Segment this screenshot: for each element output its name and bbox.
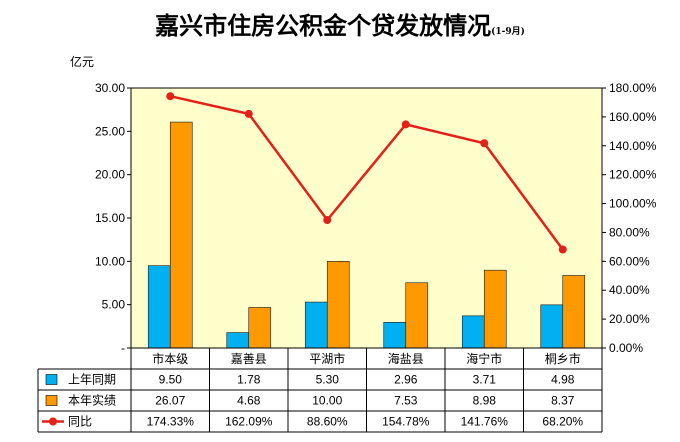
y-left-tick-label: 15.00 [95, 211, 125, 225]
bar-prev-year [461, 315, 485, 349]
bar-this-year [562, 275, 586, 349]
chart-subtitle: (1-9月) [491, 27, 525, 37]
x-category-label: 海宁市 [466, 351, 502, 366]
bar-this-year [405, 282, 429, 349]
data-table-value: 174.33% [147, 415, 195, 429]
y-right-tick-label: 40.00% [609, 283, 650, 297]
data-table-value: 141.76% [461, 415, 509, 429]
data-table-value: 7.53 [394, 394, 418, 408]
red-line-marker-icon [42, 417, 64, 426]
bar-prev-year [226, 332, 250, 349]
bar-this-year [248, 307, 272, 349]
plot-area [131, 88, 602, 348]
y-right-tick-label: 120.00% [609, 168, 657, 182]
y-right-tick-label: 180.00% [609, 81, 657, 95]
data-table-value: 3.71 [473, 373, 497, 387]
bar-this-year [483, 269, 507, 349]
yoy-marker [480, 139, 489, 148]
yoy-marker [244, 109, 253, 118]
yoy-marker [323, 216, 332, 225]
y-left-tick-label: - [121, 341, 125, 355]
y-left-tick-label: 30.00 [95, 81, 125, 95]
x-category-label: 桐乡市 [545, 351, 581, 366]
bar-prev-year [147, 265, 171, 349]
data-table-value: 26.07 [155, 394, 185, 408]
y-axis-unit: 亿元 [70, 55, 95, 69]
data-table-value: 4.68 [237, 394, 261, 408]
x-category-label: 市本级 [152, 351, 188, 366]
x-category-label: 海盐县 [388, 351, 424, 366]
chart-title-main: 嘉兴市住房公积金个贷发放情况 [155, 11, 492, 40]
data-table-value: 5.30 [316, 373, 340, 387]
bar-prev-year [383, 322, 407, 349]
yoy-line [169, 94, 564, 251]
legend-series-name: 同比 [68, 415, 92, 429]
data-table-value: 68.20% [542, 415, 583, 429]
y-right-tick-label: 160.00% [609, 110, 657, 124]
x-category-label: 平湖市 [309, 351, 345, 366]
y-left-tick-label: 5.00 [102, 298, 126, 312]
legend-series-name: 上年同期 [68, 373, 116, 387]
bar-prev-year [540, 304, 564, 349]
x-category-label: 嘉善县 [231, 351, 267, 366]
yoy-marker [166, 92, 175, 101]
data-table-value: 9.50 [159, 373, 183, 387]
y-right-tick-label: 140.00% [609, 139, 657, 153]
orange-square-icon [45, 395, 58, 406]
yoy-marker [401, 120, 410, 129]
y-right-tick-label: 80.00% [609, 225, 650, 239]
y-left-tick-label: 25.00 [95, 124, 125, 138]
bar-prev-year [304, 301, 328, 349]
y-right-tick-label: 20.00% [609, 312, 650, 326]
data-table-value: 154.78% [382, 415, 430, 429]
data-table-value: 8.37 [551, 394, 575, 408]
legend-series-name: 本年实绩 [68, 393, 116, 408]
y-left-tick-label: 10.00 [95, 254, 125, 268]
y-right-tick-label: 100.00% [609, 197, 657, 211]
data-table-value: 2.96 [394, 373, 418, 387]
data-table-value: 162.09% [225, 415, 273, 429]
chart-title: 嘉兴市住房公积金个贷发放情况(1-9月) [0, 6, 680, 41]
bar-this-year [326, 261, 350, 349]
data-table-value: 10.00 [312, 394, 342, 408]
data-table-value: 1.78 [237, 373, 261, 387]
data-table-value: 88.60% [307, 415, 348, 429]
y-right-tick-label: 0.00% [609, 341, 643, 355]
cyan-square-icon [45, 374, 58, 385]
bar-this-year [169, 121, 193, 349]
y-right-tick-label: 60.00% [609, 254, 650, 268]
data-table-value: 4.98 [551, 373, 575, 387]
y-left-tick-label: 20.00 [95, 168, 125, 182]
yoy-marker [558, 245, 567, 254]
data-table-value: 8.98 [473, 394, 497, 408]
